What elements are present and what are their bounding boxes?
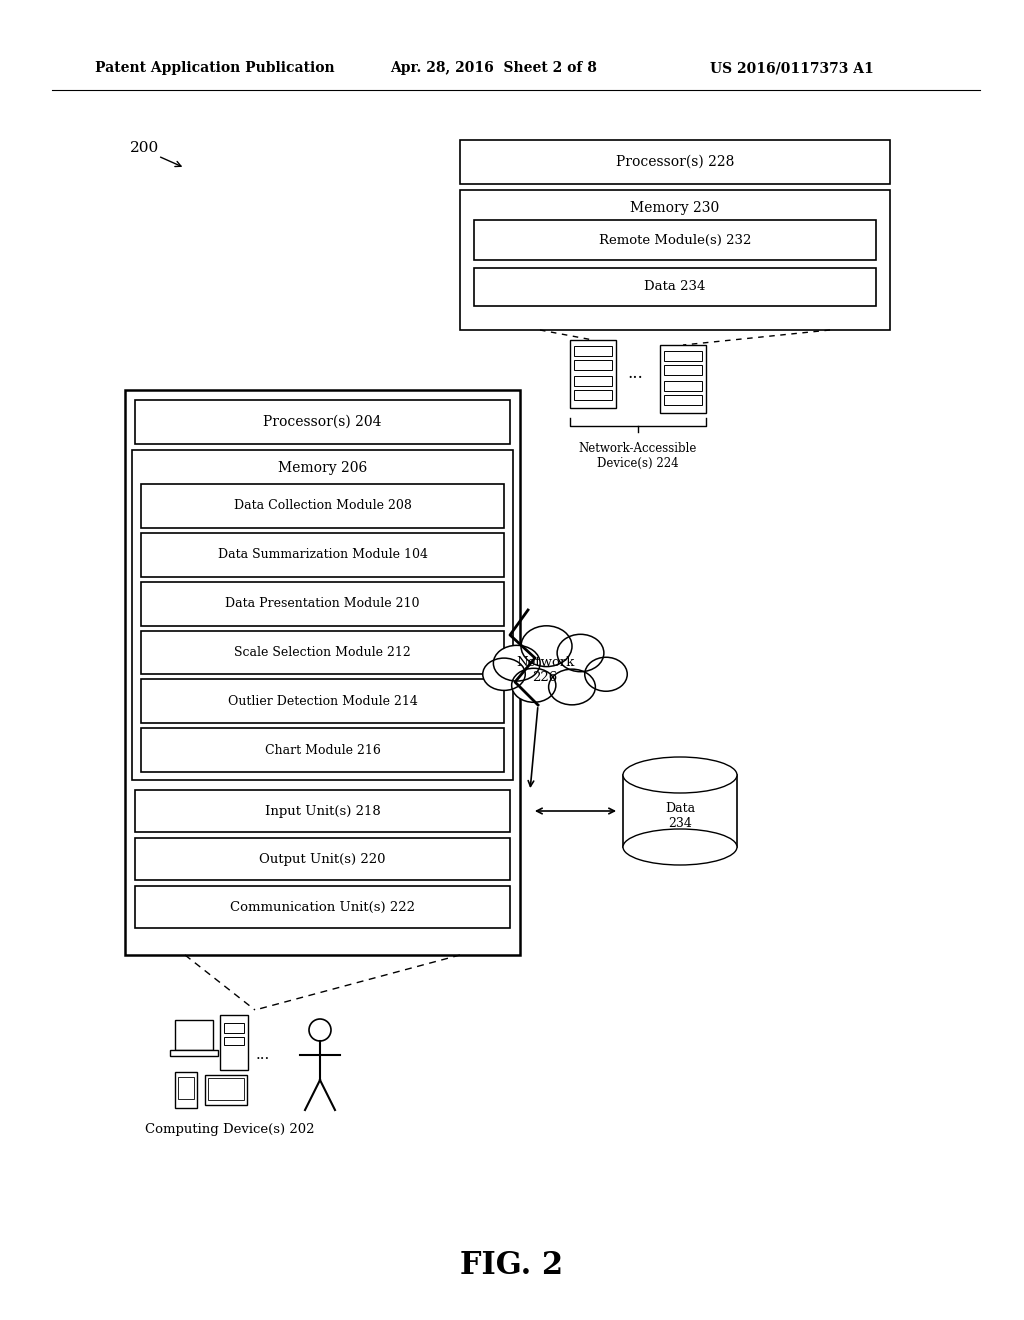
Text: 200: 200 [130, 141, 160, 154]
Text: Computing Device(s) 202: Computing Device(s) 202 [145, 1123, 314, 1137]
Bar [205, 1074, 247, 1105]
Text: ...: ... [256, 1048, 270, 1063]
Bar [135, 838, 510, 880]
Bar [664, 395, 702, 405]
Bar [132, 450, 513, 780]
Bar [135, 886, 510, 928]
Text: Data Collection Module 208: Data Collection Module 208 [233, 499, 412, 512]
Text: Memory 230: Memory 230 [631, 201, 720, 215]
Bar [574, 346, 612, 356]
Text: Processor(s) 228: Processor(s) 228 [615, 154, 734, 169]
Text: Outlier Detection Module 214: Outlier Detection Module 214 [227, 694, 418, 708]
Bar [141, 582, 504, 626]
Bar [664, 351, 702, 360]
Ellipse shape [623, 829, 737, 865]
Ellipse shape [494, 645, 540, 681]
Text: FIG. 2: FIG. 2 [461, 1250, 563, 1280]
Bar [141, 729, 504, 772]
Bar [664, 381, 702, 391]
Text: Apr. 28, 2016  Sheet 2 of 8: Apr. 28, 2016 Sheet 2 of 8 [390, 61, 597, 75]
Bar [664, 366, 702, 375]
Bar [141, 533, 504, 577]
Bar [574, 389, 612, 400]
Bar [125, 389, 520, 954]
Text: Remote Module(s) 232: Remote Module(s) 232 [599, 234, 752, 247]
Bar [170, 1049, 218, 1056]
Bar [141, 484, 504, 528]
Bar [660, 345, 706, 413]
Bar [623, 775, 737, 847]
Ellipse shape [623, 756, 737, 793]
Text: Data 234: Data 234 [644, 281, 706, 293]
Bar [460, 140, 890, 183]
Ellipse shape [309, 1019, 331, 1041]
Ellipse shape [482, 659, 525, 690]
Ellipse shape [512, 668, 556, 702]
Ellipse shape [557, 635, 604, 672]
Bar [220, 1015, 248, 1071]
Bar [175, 1072, 197, 1107]
Ellipse shape [585, 657, 628, 692]
Bar [135, 789, 510, 832]
Bar [141, 631, 504, 675]
Bar [574, 360, 612, 370]
Text: Network
226: Network 226 [516, 656, 574, 684]
Bar [474, 220, 876, 260]
Text: Processor(s) 204: Processor(s) 204 [263, 414, 382, 429]
Text: Patent Application Publication: Patent Application Publication [95, 61, 335, 75]
Bar [208, 1078, 244, 1100]
Ellipse shape [549, 669, 595, 705]
Ellipse shape [521, 626, 572, 667]
Bar [135, 400, 510, 444]
Bar [178, 1077, 194, 1100]
Bar [224, 1038, 244, 1045]
Bar [474, 268, 876, 306]
Text: Network-Accessible
Device(s) 224: Network-Accessible Device(s) 224 [579, 442, 697, 470]
Text: Data
234: Data 234 [665, 803, 695, 830]
Text: Data Summarization Module 104: Data Summarization Module 104 [217, 548, 427, 561]
Text: Communication Unit(s) 222: Communication Unit(s) 222 [230, 900, 415, 913]
Bar [224, 1023, 244, 1034]
Text: Chart Module 216: Chart Module 216 [264, 743, 381, 756]
Bar [574, 376, 612, 385]
Text: ...: ... [627, 366, 643, 383]
Text: Output Unit(s) 220: Output Unit(s) 220 [259, 853, 386, 866]
Bar [175, 1020, 213, 1049]
Bar [570, 341, 616, 408]
Text: US 2016/0117373 A1: US 2016/0117373 A1 [710, 61, 873, 75]
Bar [460, 190, 890, 330]
Text: Scale Selection Module 212: Scale Selection Module 212 [234, 645, 411, 659]
Text: Data Presentation Module 210: Data Presentation Module 210 [225, 597, 420, 610]
Text: Input Unit(s) 218: Input Unit(s) 218 [264, 804, 380, 817]
Text: Memory 206: Memory 206 [278, 461, 368, 475]
Bar [141, 680, 504, 723]
